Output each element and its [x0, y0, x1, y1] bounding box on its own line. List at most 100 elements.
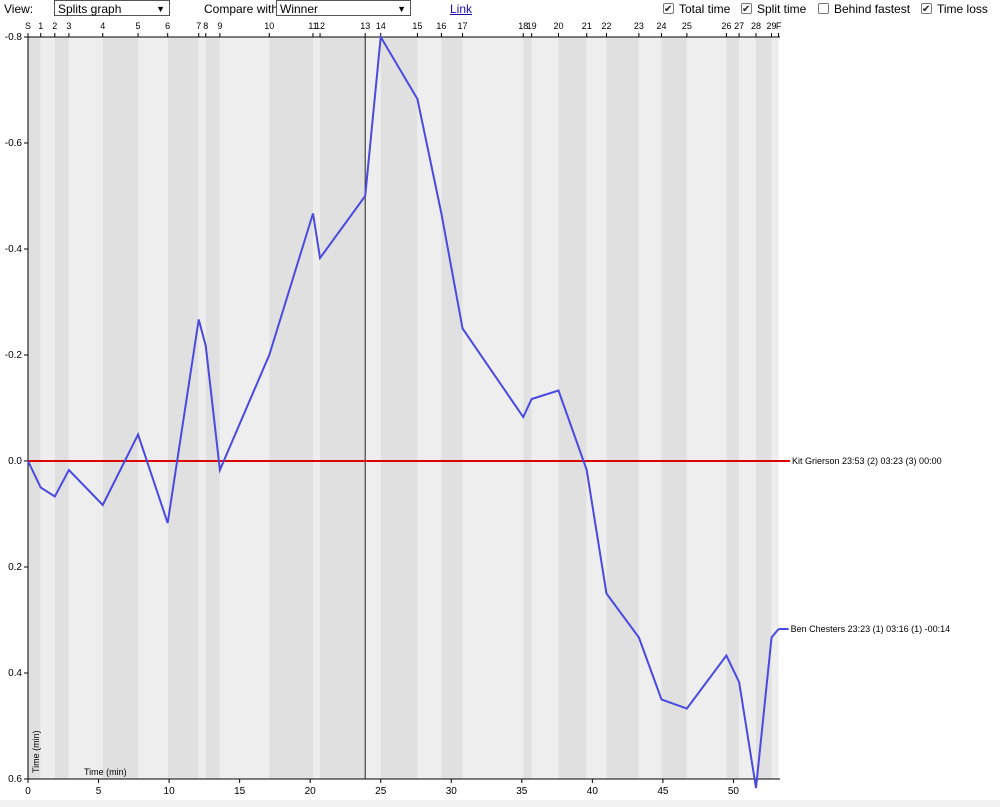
- checkbox-icon[interactable]: [818, 3, 829, 14]
- control-label[interactable]: 7: [196, 21, 201, 31]
- view-label: View:: [4, 2, 34, 16]
- control-label[interactable]: S: [25, 21, 31, 31]
- leg-band: [68, 37, 103, 779]
- control-label[interactable]: 8: [203, 21, 208, 31]
- leg-band: [102, 37, 139, 779]
- leg-band: [167, 37, 199, 779]
- leg-band: [638, 37, 662, 779]
- checkbox-label: Split time: [757, 2, 807, 16]
- y-tick-label: 0.4: [8, 668, 22, 679]
- control-label[interactable]: 28: [751, 21, 761, 31]
- control-label[interactable]: 15: [412, 21, 422, 31]
- series-line[interactable]: [27, 33, 780, 789]
- leg-band: [726, 37, 740, 779]
- checkbox-icon[interactable]: [663, 1, 674, 19]
- x-tick-label: 25: [375, 786, 387, 797]
- control-label[interactable]: 27: [734, 21, 744, 31]
- leg-band: [771, 37, 779, 779]
- leg-band: [586, 37, 607, 779]
- control-label[interactable]: 11: [308, 21, 317, 31]
- checkbox-behind-fastest[interactable]: Behind fastest: [818, 0, 910, 18]
- control-label[interactable]: 4: [100, 21, 105, 31]
- x-tick-label: 45: [657, 786, 669, 797]
- control-label[interactable]: 13: [360, 21, 370, 31]
- leg-band: [40, 37, 55, 779]
- compare-select[interactable]: Winner ▼: [276, 0, 411, 16]
- control-label[interactable]: 17: [458, 21, 468, 31]
- x-tick-label: 20: [305, 786, 317, 797]
- control-label[interactable]: 10: [264, 21, 274, 31]
- leg-band: [558, 37, 587, 779]
- control-label[interactable]: 2: [52, 21, 57, 31]
- control-label[interactable]: 29: [767, 21, 777, 31]
- compare-label: Compare with: [204, 2, 279, 16]
- leg-band: [606, 37, 639, 779]
- control-label[interactable]: 18: [518, 21, 528, 31]
- link-button[interactable]: Link: [450, 2, 473, 16]
- x-tick-label: 10: [164, 786, 176, 797]
- series-label: Kit Grierson 23:53 (2) 03:23 (3) 00:00: [792, 456, 942, 466]
- view-select-value: Splits graph: [58, 2, 122, 16]
- y-tick-label: -0.2: [5, 350, 23, 361]
- control-label[interactable]: 16: [436, 21, 446, 31]
- y-tick-label: 0.6: [8, 774, 22, 785]
- leg-band: [54, 37, 69, 779]
- leg-band: [739, 37, 757, 779]
- checkbox-icon[interactable]: [921, 1, 932, 19]
- control-label[interactable]: 21: [582, 21, 592, 31]
- leg-band: [441, 37, 463, 779]
- checkbox-total-time[interactable]: Total time: [663, 0, 731, 19]
- leg-band: [365, 37, 381, 779]
- x-axis-label: Time (min): [84, 767, 127, 777]
- leg-band: [269, 37, 313, 779]
- x-tick-label: 30: [446, 786, 458, 797]
- control-label[interactable]: 12: [315, 21, 325, 31]
- checkbox-label: Total time: [679, 2, 731, 16]
- leg-band: [138, 37, 168, 779]
- toolbar: View: Splits graph ▼ Compare with Winner…: [0, 0, 1000, 19]
- series-label: Ben Chesters 23:23 (1) 03:16 (1) -00:14: [791, 624, 951, 634]
- leg-band: [462, 37, 524, 779]
- control-label[interactable]: 19: [527, 21, 537, 31]
- compare-select-value: Winner: [280, 2, 319, 16]
- control-label[interactable]: 9: [217, 21, 222, 31]
- control-label[interactable]: 26: [721, 21, 731, 31]
- x-tick-label: 5: [96, 786, 102, 797]
- control-label[interactable]: 14: [376, 21, 386, 31]
- y-tick-label: -0.6: [5, 138, 23, 149]
- control-label[interactable]: F: [776, 21, 782, 31]
- dropdown-arrow-icon: ▼: [156, 4, 165, 14]
- y-tick-label: -0.8: [5, 32, 23, 43]
- control-label[interactable]: 6: [165, 21, 170, 31]
- y-tick-label: 0.0: [8, 456, 22, 467]
- y-tick-label: 0.2: [8, 562, 22, 573]
- control-label[interactable]: 24: [656, 21, 666, 31]
- view-select[interactable]: Splits graph ▼: [54, 0, 170, 16]
- leg-band: [312, 37, 321, 779]
- control-label[interactable]: 3: [66, 21, 71, 31]
- leg-band: [198, 37, 206, 779]
- leg-band: [219, 37, 270, 779]
- leg-band: [531, 37, 559, 779]
- control-label[interactable]: 5: [136, 21, 141, 31]
- x-tick-label: 50: [728, 786, 740, 797]
- leg-band: [756, 37, 772, 779]
- control-label[interactable]: 23: [634, 21, 644, 31]
- x-tick-label: 35: [516, 786, 528, 797]
- leg-band: [380, 37, 418, 779]
- control-label[interactable]: 20: [553, 21, 563, 31]
- checkbox-label: Behind fastest: [834, 2, 911, 16]
- leg-band: [28, 37, 41, 779]
- leg-band: [661, 37, 687, 779]
- leg-band: [686, 37, 727, 779]
- checkbox-time-loss[interactable]: Time loss: [921, 0, 988, 19]
- control-label[interactable]: 1: [38, 21, 43, 31]
- checkbox-icon[interactable]: [741, 1, 752, 19]
- control-label[interactable]: 22: [601, 21, 611, 31]
- bottom-strip: [0, 800, 1000, 807]
- checkbox-split-time[interactable]: Split time: [741, 0, 807, 19]
- x-tick-label: 0: [25, 786, 31, 797]
- control-label[interactable]: 25: [682, 21, 692, 31]
- checkbox-label: Time loss: [937, 2, 988, 16]
